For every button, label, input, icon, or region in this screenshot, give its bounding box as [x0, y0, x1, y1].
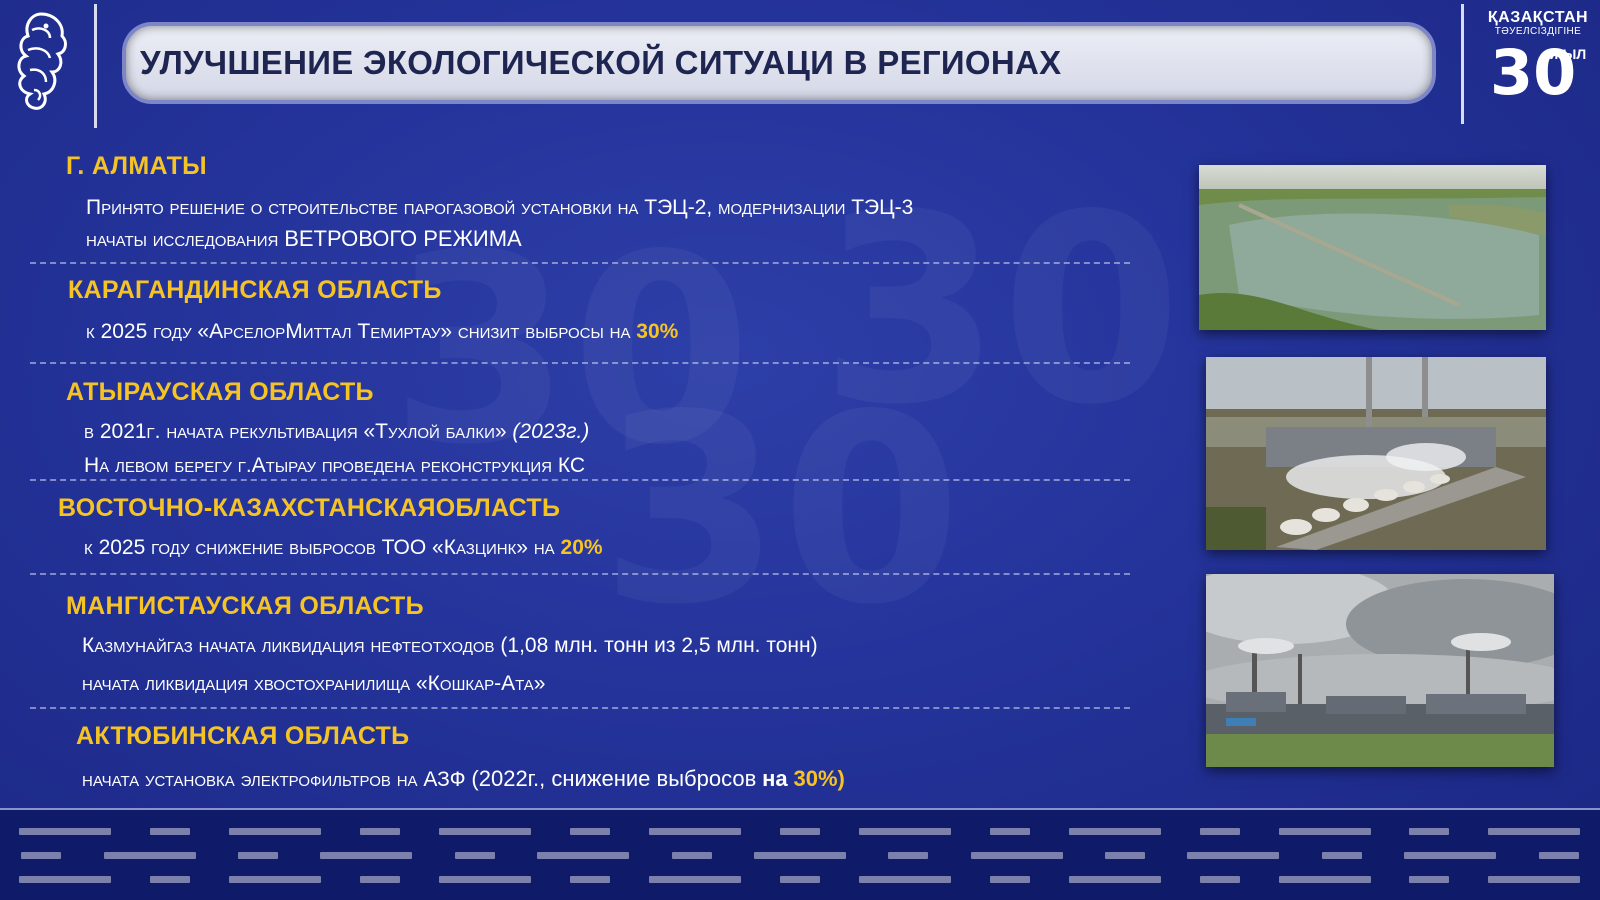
region-text-amount: (1,08 млн. тонн из 2,5 млн. тонн)	[500, 634, 818, 657]
section-divider	[30, 479, 1130, 481]
region-heading-almaty: Г. АЛМАТЫ	[66, 152, 207, 180]
region-text: Казмунайгаз начата ликвидация нефтеотход…	[82, 634, 818, 658]
region-text-year: (2023г.)	[512, 420, 590, 443]
section-divider	[30, 707, 1130, 709]
region-text-part: в 2021г. начата рекультивация «Тухлой ба…	[84, 420, 507, 443]
watermark-30: 30	[600, 360, 962, 662]
footer-band	[0, 808, 1600, 900]
region-text: Принято решение о строительстве парогазо…	[86, 196, 914, 219]
photo-lake-aerial	[1199, 165, 1546, 330]
region-text-part: к 2025 году снижение выбросов ТОО «Казци…	[84, 536, 555, 559]
jubilee-logo: ҚАЗАҚСТАН ТӘУЕЛСІЗДІГІНЕ 30 ЖЫЛ	[1480, 10, 1596, 120]
region-heading-karaganda: КАРАГАНДИНСКАЯ ОБЛАСТЬ	[68, 276, 442, 304]
watermark-30: 30	[820, 160, 1182, 462]
region-text-year: (2022г., снижение выбросов	[471, 766, 757, 791]
section-divider	[30, 262, 1130, 264]
jubilee-number: 30	[1490, 36, 1577, 109]
region-text: начата установка электрофильтров на АЗФ …	[82, 766, 845, 792]
region-text-part: к 2025 году «АрселорМиттал Темиртау» сни…	[86, 320, 631, 343]
jubilee-subtitle: ТӘУЕЛСІЗДІГІНЕ	[1494, 26, 1582, 37]
jubilee-country: ҚАЗАҚСТАН	[1487, 9, 1589, 26]
header-divider	[1461, 4, 1464, 124]
region-heading-atyrau: АТЫРАУСКАЯ ОБЛАСТЬ	[66, 378, 374, 406]
region-text: начата ликвидация хвостохранилища «Кошка…	[82, 672, 546, 695]
percent-value: 20%	[560, 536, 603, 559]
footer-pattern-row	[0, 846, 1600, 864]
region-text-part: начата установка электрофильтров на АЗФ	[82, 768, 466, 791]
percent-value: 30%	[636, 320, 679, 343]
jubilee-years: ЖЫЛ	[1550, 46, 1587, 62]
region-text: в 2021г. начата рекультивация «Тухлой ба…	[84, 420, 589, 444]
region-text-highlight: ВЕТРОВОГО РЕЖИМА	[284, 226, 522, 251]
region-text: к 2025 году снижение выбросов ТОО «Казци…	[84, 536, 603, 560]
percent-value: 30%)	[793, 766, 845, 791]
section-divider	[30, 573, 1130, 575]
header-divider	[94, 4, 97, 128]
region-text: к 2025 году «АрселорМиттал Темиртау» сни…	[86, 320, 678, 344]
region-heading-aktobe: АКТЮБИНСКАЯ ОБЛАСТЬ	[76, 722, 410, 750]
page-title: УЛУЧШЕНИЕ ЭКОЛОГИЧЕСКОЙ СИТУАЦИ В РЕГИОН…	[140, 44, 1062, 81]
region-text: На левом берегу г.Атырау проведена рекон…	[84, 454, 586, 477]
region-text-part: на	[762, 766, 788, 791]
region-heading-mangystau: МАНГИСТАУСКАЯ ОБЛАСТЬ	[66, 592, 424, 620]
region-text-part: Казмунайгаз начата ликвидация нефтеотход…	[82, 634, 495, 657]
region-heading-east-kazakhstan: ВОСТОЧНО-КАЗАХСТАНСКАЯОБЛАСТЬ	[58, 494, 561, 522]
watermark-30: 30	[390, 200, 752, 502]
photo-industrial-plant	[1206, 357, 1546, 550]
footer-pattern-row	[0, 822, 1600, 840]
title-bar: УЛУЧШЕНИЕ ЭКОЛОГИЧЕСКОЙ СИТУАЦИ В РЕГИОН…	[122, 22, 1436, 104]
emblem-icon	[17, 12, 67, 110]
photo-factory-smokestacks	[1206, 574, 1554, 767]
region-text: начаты исследования ВЕТРОВОГО РЕЖИМА	[86, 226, 522, 252]
section-divider	[30, 362, 1130, 364]
footer-pattern-row	[0, 870, 1600, 888]
region-text-part: начаты исследования	[86, 228, 279, 251]
